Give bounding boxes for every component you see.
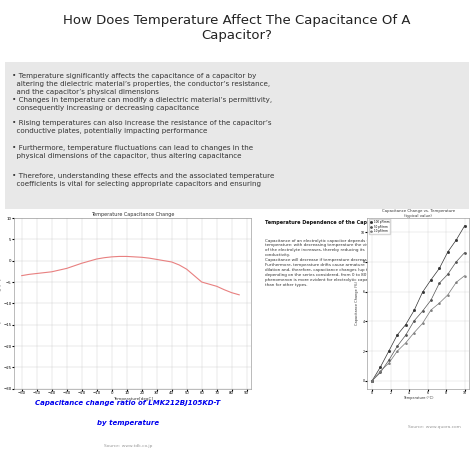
50 pF/mm <box>419 308 425 314</box>
Title: Temperature Capacitance Change: Temperature Capacitance Change <box>91 212 174 217</box>
Text: How Does Temperature Affect The Capacitance Of A
Capacitor?: How Does Temperature Affect The Capacita… <box>63 14 411 42</box>
Text: • Furthermore, temperature fluctuations can lead to changes in the
  physical di: • Furthermore, temperature fluctuations … <box>12 146 253 159</box>
100 pF/mm <box>437 265 442 271</box>
10 pF/mm <box>437 300 442 306</box>
10 pF/mm <box>453 280 459 285</box>
10 pF/mm <box>369 378 375 384</box>
50 pF/mm <box>462 250 467 255</box>
100 pF/mm <box>369 378 375 384</box>
10 pF/mm <box>394 348 400 354</box>
Y-axis label: Capacitance Change (%): Capacitance Change (%) <box>356 282 359 325</box>
Text: Source: www.tdk.co.jp: Source: www.tdk.co.jp <box>104 444 152 447</box>
Text: • Rising temperatures can also increase the resistance of the capacitor’s
  cond: • Rising temperatures can also increase … <box>12 120 271 134</box>
100 pF/mm <box>462 223 467 228</box>
Text: Source: www.quora.com: Source: www.quora.com <box>409 425 461 428</box>
Line: 100 pF/mm: 100 pF/mm <box>371 225 465 382</box>
10 pF/mm <box>445 292 451 298</box>
50 pF/mm <box>445 272 451 277</box>
100 pF/mm <box>445 249 451 255</box>
Line: 10 pF/mm: 10 pF/mm <box>371 275 465 382</box>
10 pF/mm <box>378 368 383 374</box>
Text: • Temperature significantly affects the capacitance of a capacitor by
  altering: • Temperature significantly affects the … <box>12 73 270 95</box>
10 pF/mm <box>386 360 392 366</box>
Text: by temperature: by temperature <box>97 420 159 426</box>
Text: Capacitance of an electrolytic capacitor depends upon
temperature: with decreasi: Capacitance of an electrolytic capacitor… <box>265 238 384 287</box>
50 pF/mm <box>403 332 409 338</box>
100 pF/mm <box>378 364 383 370</box>
100 pF/mm <box>428 277 434 283</box>
Text: • Therefore, understanding these effects and the associated temperature
  coeffi: • Therefore, understanding these effects… <box>12 173 274 187</box>
Legend: 100 pF/mm, 50 pF/mm, 10 pF/mm: 100 pF/mm, 50 pF/mm, 10 pF/mm <box>369 219 391 234</box>
10 pF/mm <box>419 320 425 326</box>
50 pF/mm <box>428 297 434 303</box>
50 pF/mm <box>453 259 459 264</box>
Text: • Changes in temperature can modify a dielectric material’s permittivity,
  cons: • Changes in temperature can modify a di… <box>12 97 272 110</box>
Y-axis label: Capacitance Change[%]: Capacitance Change[%] <box>0 279 2 328</box>
50 pF/mm <box>386 357 392 363</box>
10 pF/mm <box>411 330 417 336</box>
10 pF/mm <box>428 307 434 313</box>
Line: 50 pF/mm: 50 pF/mm <box>371 252 465 382</box>
100 pF/mm <box>419 289 425 295</box>
50 pF/mm <box>437 280 442 286</box>
100 pF/mm <box>453 237 459 243</box>
X-axis label: Temperature[degC]: Temperature[degC] <box>113 397 153 401</box>
50 pF/mm <box>411 318 417 324</box>
100 pF/mm <box>394 332 400 338</box>
Text: Temperature Dependence of the Capacitance: Temperature Dependence of the Capacitanc… <box>265 220 391 225</box>
100 pF/mm <box>403 322 409 328</box>
10 pF/mm <box>462 273 467 279</box>
X-axis label: Temperature (°C): Temperature (°C) <box>403 396 434 401</box>
FancyBboxPatch shape <box>0 59 474 211</box>
Text: Capacitance change ratio of LMK212BJ105KD-T: Capacitance change ratio of LMK212BJ105K… <box>36 400 220 406</box>
50 pF/mm <box>369 378 375 384</box>
10 pF/mm <box>403 340 409 346</box>
100 pF/mm <box>411 308 417 313</box>
100 pF/mm <box>386 348 392 354</box>
50 pF/mm <box>394 343 400 349</box>
Title: Capacitance Change vs. Temperature
(typical value): Capacitance Change vs. Temperature (typi… <box>382 209 455 218</box>
50 pF/mm <box>378 370 383 375</box>
